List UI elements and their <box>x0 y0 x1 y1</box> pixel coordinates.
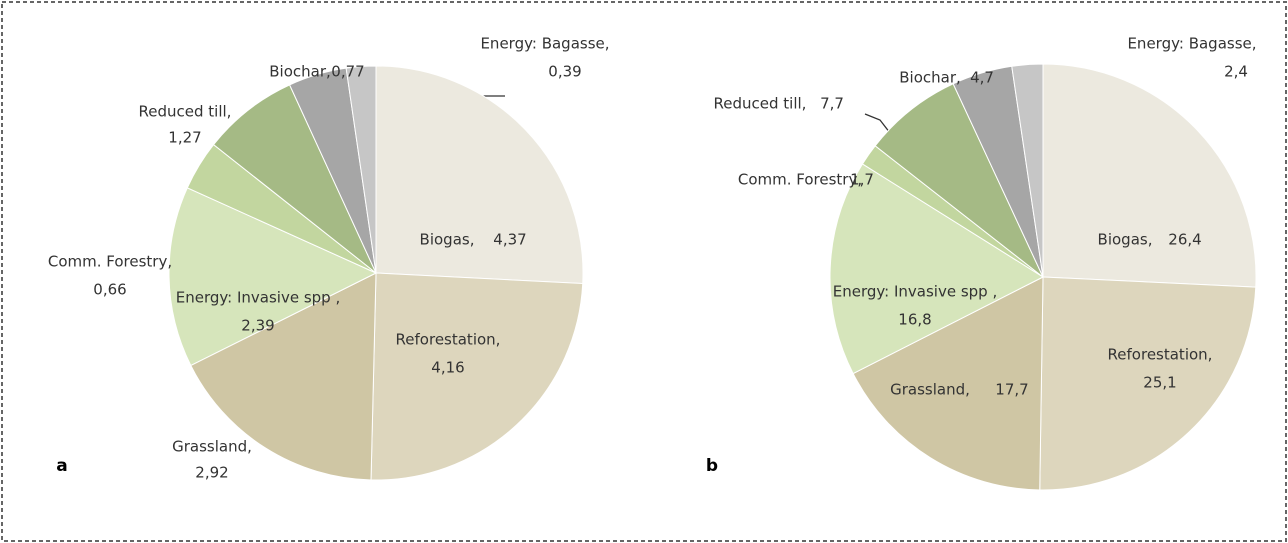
slice-label: Reduced till, <box>139 103 232 121</box>
slice-label: Reforestation, <box>1108 346 1213 364</box>
pie-slice <box>1011 63 1044 278</box>
pie-slice <box>370 272 584 481</box>
value-label: 2,92 <box>195 464 228 482</box>
value-label: 0,39 <box>548 63 581 81</box>
value-label: 4,7 <box>970 69 994 87</box>
value-label: 2,4 <box>1224 63 1248 81</box>
value-label: 2,39 <box>241 317 274 335</box>
slice-label: Biochar, <box>899 69 961 87</box>
value-label: 4,37 <box>493 231 526 249</box>
pie-slice <box>190 272 377 481</box>
value-label: 1,7 <box>850 171 874 189</box>
value-label: 0,77 <box>331 63 364 81</box>
value-label: 7,7 <box>820 95 844 113</box>
value-label: 4,16 <box>431 359 464 377</box>
pie-slice <box>829 163 1045 375</box>
pie-slice <box>168 187 378 367</box>
panel-label: a <box>56 456 67 476</box>
slice-label: Biochar, <box>269 63 331 81</box>
slice-label: Reduced till, <box>714 95 807 113</box>
slice-label: Energy: Invasive spp , <box>833 283 998 301</box>
value-label: 26,4 <box>1168 231 1201 249</box>
value-label: 17,7 <box>995 381 1028 399</box>
slice-label: Comm. Forestry, <box>48 253 172 271</box>
pie-slice <box>375 65 584 285</box>
pie-slice <box>874 83 1044 278</box>
slice-label: Grassland, <box>172 438 252 456</box>
slice-label: Biogas, <box>1098 231 1153 249</box>
pie-slice <box>212 84 377 274</box>
value-label: 16,8 <box>898 311 931 329</box>
pie-slice <box>1042 63 1257 288</box>
slice-label: Energy: Bagasse, <box>480 35 609 53</box>
value-label: 0,66 <box>93 281 126 299</box>
slice-label: Energy: Invasive spp , <box>176 289 341 307</box>
panel-label: b <box>706 456 718 476</box>
slice-label: Grassland, <box>890 381 970 399</box>
slice-label: Energy: Bagasse, <box>1127 35 1256 53</box>
slice-label: Reforestation, <box>396 331 501 349</box>
value-label: 25,1 <box>1143 374 1176 392</box>
slice-label: Biogas, <box>420 231 475 249</box>
value-label: 1,27 <box>168 129 201 147</box>
slice-label: Comm. Forestry, <box>738 171 862 189</box>
pie-slice <box>852 276 1044 491</box>
pie-slice <box>1039 276 1257 491</box>
pie-slice <box>345 65 377 274</box>
